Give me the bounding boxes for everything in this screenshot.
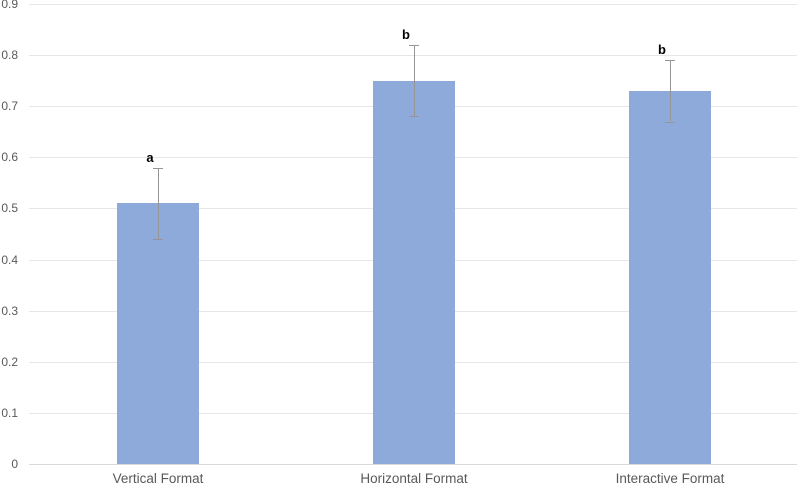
gridline xyxy=(29,4,797,5)
error-bar-line xyxy=(414,45,415,117)
bar xyxy=(373,81,455,464)
x-category-label: Interactive Format xyxy=(615,471,725,486)
gridline xyxy=(29,55,797,56)
y-tick-label: 0.7 xyxy=(1,99,18,113)
error-bar-cap-bottom xyxy=(409,116,419,117)
bar xyxy=(629,91,711,464)
error-bar-line xyxy=(670,60,671,121)
y-tick-label: 0.8 xyxy=(1,48,18,62)
error-bar-cap-top xyxy=(665,60,675,61)
x-category-label: Vertical Format xyxy=(112,471,204,486)
y-tick-label: 0.4 xyxy=(1,253,18,267)
significance-letter: b xyxy=(658,42,666,57)
error-bar-cap-bottom xyxy=(153,239,163,240)
significance-letter: b xyxy=(402,27,410,42)
y-tick-label: 0.3 xyxy=(1,304,18,318)
x-axis-line xyxy=(29,464,797,465)
y-tick-label: 0.9 xyxy=(1,0,18,11)
y-tick-label: 0 xyxy=(11,457,18,471)
error-bar-cap-top xyxy=(409,45,419,46)
significance-letter: a xyxy=(146,150,154,165)
bar xyxy=(117,203,199,464)
x-category-label: Horizontal Format xyxy=(360,471,468,486)
y-tick-label: 0.5 xyxy=(1,201,18,215)
error-bar-cap-top xyxy=(153,168,163,169)
error-bar-line xyxy=(158,168,159,240)
y-tick-label: 0.1 xyxy=(1,406,18,420)
y-tick-label: 0.6 xyxy=(1,150,18,164)
error-bar-cap-bottom xyxy=(665,122,675,123)
y-tick-label: 0.2 xyxy=(1,355,18,369)
